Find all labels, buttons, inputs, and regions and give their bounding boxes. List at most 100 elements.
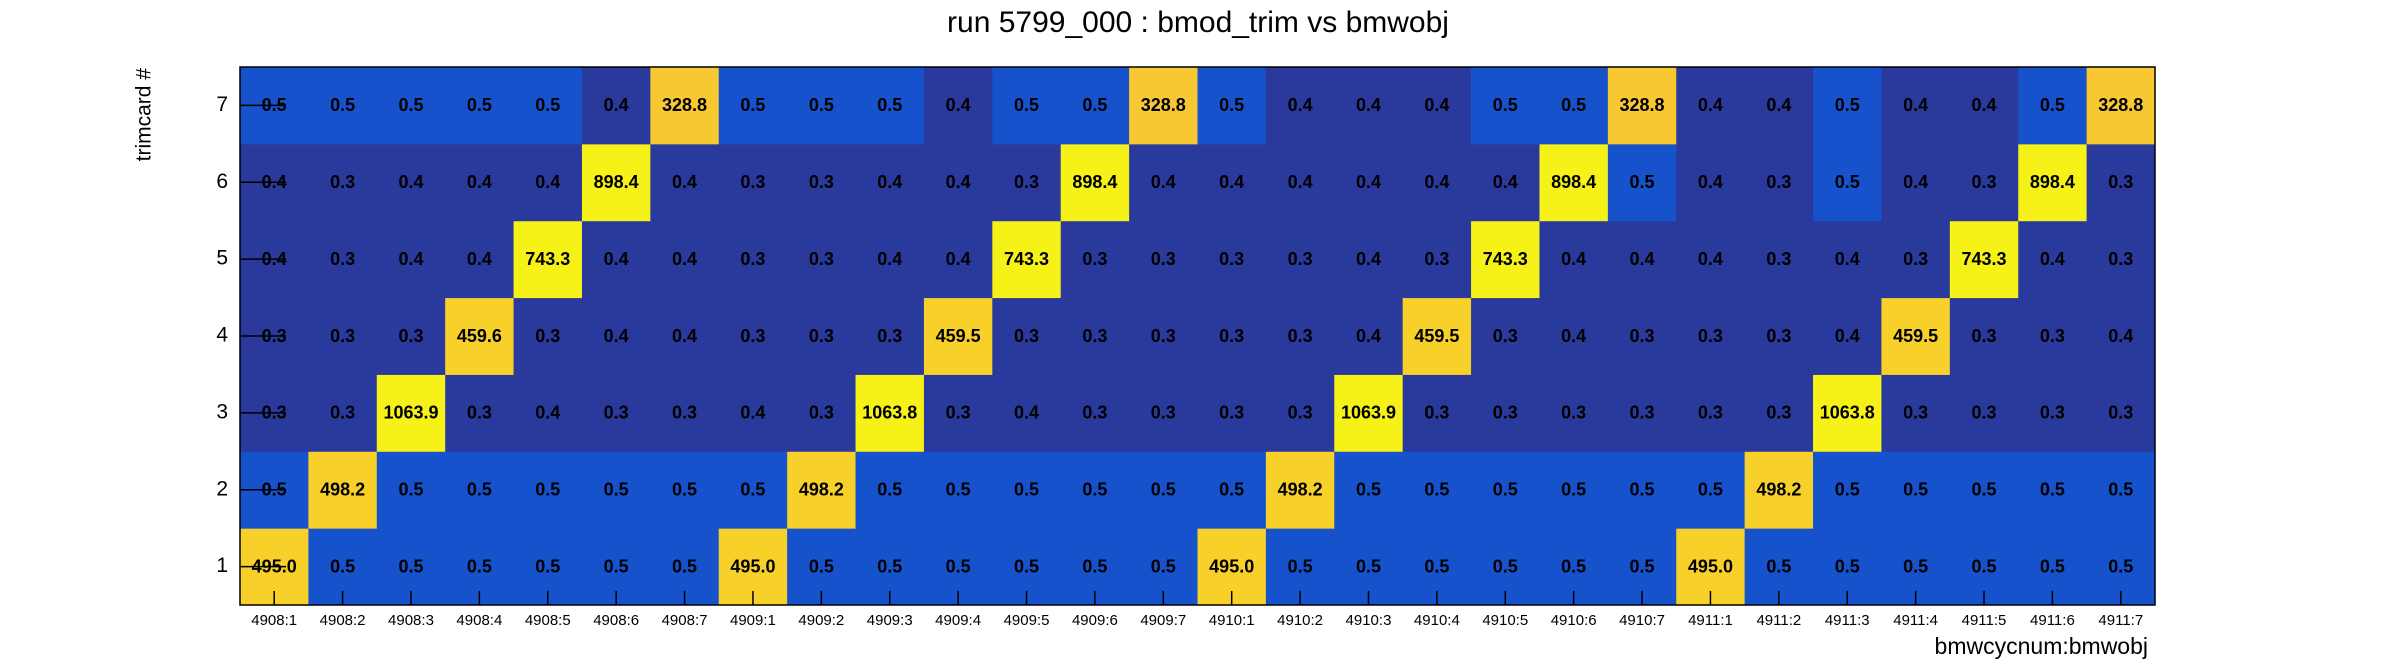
heatmap-cell (1881, 374, 1951, 452)
x-tick-label: 4909:7 (1140, 612, 1186, 629)
heatmap-cell (1471, 297, 1540, 375)
heatmap-cell (992, 451, 1062, 529)
cell-label: 0.4 (1356, 172, 1381, 192)
heatmap-cell (1539, 143, 1609, 222)
x-tick-label: 4909:2 (798, 612, 844, 629)
heatmap-cell (445, 143, 515, 222)
heatmap-cell (1334, 220, 1404, 299)
heatmap-cell (992, 67, 1062, 145)
cell-label: 0.5 (809, 95, 834, 115)
heatmap-cell (1471, 451, 1540, 529)
cell-label: 0.3 (1288, 403, 1313, 423)
cell-label: 498.2 (1278, 479, 1323, 499)
cell-label: 495.0 (1209, 556, 1254, 576)
heatmap-cell (376, 143, 446, 222)
cell-label: 0.5 (1014, 479, 1039, 499)
cell-label: 1063.8 (1820, 403, 1875, 423)
cell-label: 495.0 (730, 556, 775, 576)
cell-label: 0.4 (740, 403, 765, 423)
heatmap-cell (1813, 451, 1882, 529)
heatmap-cell (787, 67, 857, 145)
cell-label: 459.5 (1414, 326, 1459, 346)
cell-label: 743.3 (1483, 249, 1528, 269)
heatmap-cell (650, 297, 720, 375)
cell-label: 0.3 (1766, 403, 1791, 423)
heatmap-cell (787, 451, 857, 529)
cell-label: 0.4 (467, 172, 492, 192)
cell-label: 0.5 (877, 556, 902, 576)
heatmap-cell (308, 67, 378, 145)
heatmap-cell (1402, 374, 1472, 452)
heatmap-cell (1129, 67, 1198, 145)
cell-label: 0.3 (740, 326, 765, 346)
heatmap-cell (1744, 451, 1814, 529)
heatmap-cell (581, 143, 651, 222)
heatmap-cell (2086, 451, 2156, 529)
cell-label: 0.5 (535, 95, 560, 115)
cell-label: 0.3 (1424, 249, 1449, 269)
x-tick-label: 4911:2 (1756, 612, 1801, 629)
cell-label: 0.3 (1082, 326, 1107, 346)
cell-label: 0.3 (1219, 326, 1244, 346)
cell-label: 898.4 (594, 172, 639, 192)
heatmap-cell (1402, 143, 1472, 222)
cell-label: 0.3 (809, 403, 834, 423)
heatmap-cell (1197, 297, 1267, 375)
cell-label: 0.3 (398, 326, 423, 346)
heatmap-cell (1265, 67, 1335, 145)
heatmap-cell (1471, 374, 1540, 452)
heatmap-cell (2086, 220, 2156, 299)
cell-label: 0.3 (1493, 403, 1518, 423)
heatmap-cell (1813, 297, 1882, 375)
cell-label: 0.5 (2108, 556, 2133, 576)
heatmap-cell (445, 374, 515, 452)
heatmap-cell (855, 220, 925, 299)
cell-label: 0.4 (877, 249, 902, 269)
cell-label: 0.4 (2108, 326, 2133, 346)
cell-label: 0.4 (946, 172, 971, 192)
cell-label: 0.3 (330, 172, 355, 192)
heatmap-cell (1197, 143, 1267, 222)
heatmap-cell (1265, 451, 1335, 529)
heatmap-cell (1607, 220, 1677, 299)
cell-label: 0.5 (1972, 479, 1997, 499)
heatmap-cell (787, 220, 857, 299)
x-tick-label: 4911:3 (1825, 612, 1870, 629)
cell-label: 0.5 (467, 479, 492, 499)
heatmap-cell (1334, 297, 1404, 375)
heatmap-cell (1607, 451, 1677, 529)
cell-label: 0.3 (535, 326, 560, 346)
heatmap-cell (1402, 220, 1472, 299)
cell-label: 898.4 (2030, 172, 2075, 192)
cell-label: 0.5 (1288, 556, 1313, 576)
heatmap-cell (650, 220, 720, 299)
cell-label: 0.5 (604, 479, 629, 499)
cell-label: 0.5 (1151, 479, 1176, 499)
cell-label: 0.3 (1014, 326, 1039, 346)
chart-title: run 5799_000 : bmod_trim vs bmwobj (947, 6, 1449, 39)
cell-label: 0.4 (1698, 249, 1723, 269)
heatmap-cell (513, 451, 583, 529)
heatmap-cell (1060, 297, 1130, 375)
cell-label: 0.5 (946, 556, 971, 576)
cell-label: 0.3 (1151, 403, 1176, 423)
x-tick-label: 4911:7 (2098, 612, 2143, 629)
cell-label: 0.4 (604, 95, 629, 115)
cell-label: 0.3 (1766, 172, 1791, 192)
cell-label: 328.8 (2098, 95, 2143, 115)
cell-label: 0.4 (946, 249, 971, 269)
heatmap-cell (1334, 143, 1404, 222)
heatmap-cell (308, 374, 378, 452)
heatmap-cell (718, 143, 788, 222)
cell-label: 0.3 (1082, 249, 1107, 269)
heatmap-cell (923, 220, 993, 299)
cell-label: 0.5 (1082, 479, 1107, 499)
heatmap-cell (855, 374, 925, 452)
cell-label: 0.3 (809, 326, 834, 346)
heatmap-cell (718, 220, 788, 299)
cell-label: 0.4 (604, 326, 629, 346)
cell-label: 0.5 (672, 479, 697, 499)
cell-label: 0.3 (1561, 403, 1586, 423)
x-tick-label: 4911:4 (1893, 612, 1938, 629)
